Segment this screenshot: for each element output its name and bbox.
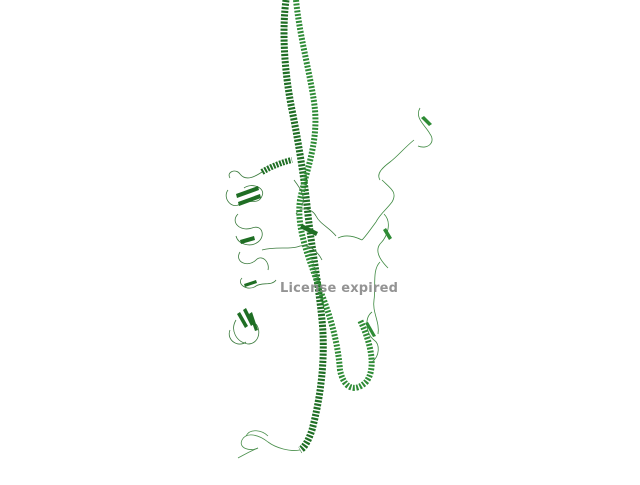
helix-strand-a (280, 0, 327, 454)
helix-strand-b (293, 0, 375, 391)
beta-sheets-right (365, 116, 432, 337)
beta-sheets-left (236, 186, 318, 331)
side-helix (260, 157, 293, 175)
bottom-tail-loops (237, 430, 301, 459)
right-domain-loops (337, 107, 433, 363)
license-expired-watermark: License expired (280, 281, 399, 296)
